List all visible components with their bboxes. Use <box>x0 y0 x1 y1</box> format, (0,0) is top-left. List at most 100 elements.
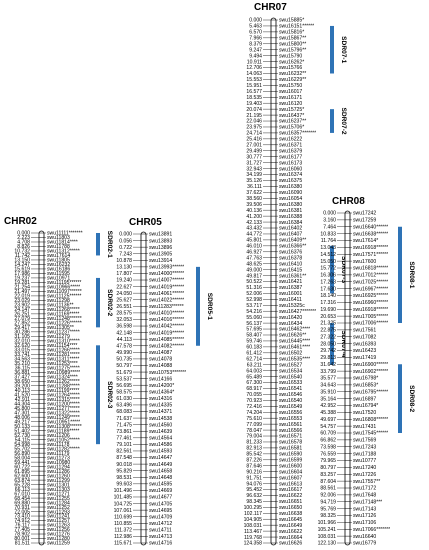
locus-position: 61.412 <box>246 351 262 357</box>
marker-name: swu13914 <box>149 258 172 264</box>
locus-position: 21.195 <box>246 113 262 119</box>
marker-name: swu17431 <box>353 424 376 430</box>
marker-name: swu17148*** <box>353 499 382 505</box>
marker-name: swu11237***** <box>47 330 80 336</box>
marker-name: swu11805 <box>47 258 70 264</box>
marker-name: swu11255 <box>47 496 70 502</box>
marker-name: swu16402 <box>279 226 302 232</box>
marker-name: swu11263 <box>47 523 70 529</box>
marker-name: swu14335 <box>149 403 172 409</box>
marker-name: swu15325c <box>279 303 305 309</box>
locus-position: 54.998 <box>14 442 30 448</box>
locus-position: 37.427 <box>14 374 30 380</box>
locus-position: 115.671 <box>114 541 132 547</box>
locus-position: 91.751 <box>246 475 262 481</box>
marker-name: swu16902****** <box>353 369 388 375</box>
marker-name: swu11200***** <box>47 401 80 407</box>
marker-name: swu16546 <box>279 392 302 398</box>
marker-name: swu16232 <box>47 262 70 268</box>
marker-name: swu17614* <box>353 238 378 244</box>
marker-name: swu14695 <box>149 508 172 514</box>
marker-name: swu16622 <box>279 493 302 499</box>
locus-position: 80.001 <box>14 536 30 542</box>
locus-position: 18.535 <box>246 95 262 101</box>
marker-name: swu17226 <box>353 472 376 478</box>
marker-name: swu14716 <box>149 541 172 547</box>
marker-name: swu16387 <box>279 285 302 291</box>
locus-position: 65.489 <box>246 374 262 380</box>
locus-position: 21.254 <box>14 285 30 291</box>
locus-position: 112.986 <box>114 534 132 540</box>
marker-name: swu13891 <box>149 232 172 238</box>
marker-name: swu14593 <box>149 449 172 455</box>
marker-name: swu14316 <box>149 396 172 402</box>
locus-position: 17.986 <box>14 271 30 277</box>
locus-position: 19.690 <box>320 307 336 313</box>
marker-name: swu11179 <box>47 451 70 457</box>
locus-position: 25.627 <box>116 297 132 303</box>
locus-position: 110.699 <box>114 514 132 520</box>
locus-position: 36.111 <box>247 184 262 190</box>
locus-position: 15.951 <box>246 83 262 89</box>
locus-position: 80.797 <box>320 465 336 471</box>
locus-position: 96.632 <box>246 493 262 499</box>
marker-name: swu11277***** <box>47 406 80 412</box>
marker-name: swu11293 <box>47 509 70 515</box>
marker-name: swu14595 <box>149 482 172 488</box>
locus-position: 66.862 <box>320 438 336 444</box>
locus-position: 52.730 <box>14 433 30 439</box>
locus-position: 34.563 <box>14 356 30 362</box>
marker-name: swu16918****** <box>353 245 388 251</box>
marker-name: swu14061****** <box>149 291 184 297</box>
locus-position: 46.010 <box>246 244 262 250</box>
locus-position: 15.772 <box>320 266 336 272</box>
marker-name: swu17259 <box>353 218 376 224</box>
locus-position: 0.000 <box>17 231 30 237</box>
locus-position: 5.463 <box>249 24 262 30</box>
marker-name: swu17106 <box>353 520 376 526</box>
locus-position: 62.714 <box>246 356 262 362</box>
locus-position: 76.559 <box>320 451 336 457</box>
marker-name: swu11097****** <box>47 289 82 295</box>
marker-name: swu16853* <box>353 383 378 389</box>
marker-name: swu14639 <box>149 429 172 435</box>
marker-name: swu17571****** <box>353 252 388 258</box>
locus-position: 41.520 <box>14 392 30 398</box>
locus-position: 51.402 <box>14 428 30 434</box>
marker-name: swu16553 <box>279 416 302 422</box>
locus-position: 27.852 <box>14 321 30 327</box>
marker-name: swu14087 <box>149 350 172 356</box>
locus-position: 87.646 <box>246 463 262 469</box>
locus-position: 81.511 <box>15 541 30 547</box>
marker-name: swu16171 <box>279 95 302 101</box>
marker-name: swu14649 <box>149 462 172 468</box>
marker-name: swu16578 <box>279 440 302 446</box>
marker-name: swu16151****** <box>279 24 314 30</box>
marker-name: swu14016****** <box>149 317 184 323</box>
marker-name: swu11803 <box>47 235 70 241</box>
locus-position: 105.241 <box>318 527 337 533</box>
marker-name: swu11281***** <box>47 352 80 358</box>
locus-position: 19.237 <box>14 276 30 282</box>
marker-name: swu16434 <box>279 321 302 327</box>
locus-position: 55.060 <box>246 315 262 321</box>
marker-name: swu13893 <box>149 238 172 244</box>
locus-position: 64.003 <box>246 368 262 374</box>
marker-name: swu14669 <box>149 488 172 494</box>
segregation-distortion-region-label: SDR07-3 <box>340 256 347 283</box>
marker-name: swu11249***** <box>47 415 80 421</box>
locus-position: 82.913 <box>246 446 262 452</box>
locus-position: 29.742 <box>320 348 336 354</box>
marker-name: swu16380 <box>279 202 302 208</box>
marker-name: swu11595 <box>47 271 70 277</box>
locus-position: 18.140 <box>320 293 336 299</box>
marker-name: swu11322***** <box>47 410 80 416</box>
locus-position: 20.653 <box>320 314 336 320</box>
locus-position: 32.010 <box>14 339 30 345</box>
locus-position: 44.772 <box>246 232 262 238</box>
locus-position: 100.295 <box>244 505 263 511</box>
locus-position: 33.799 <box>320 369 336 375</box>
marker-name: swu17243 <box>353 444 376 450</box>
locus-position: 111.372 <box>114 528 132 534</box>
locus-position: 31.642 <box>320 362 336 368</box>
